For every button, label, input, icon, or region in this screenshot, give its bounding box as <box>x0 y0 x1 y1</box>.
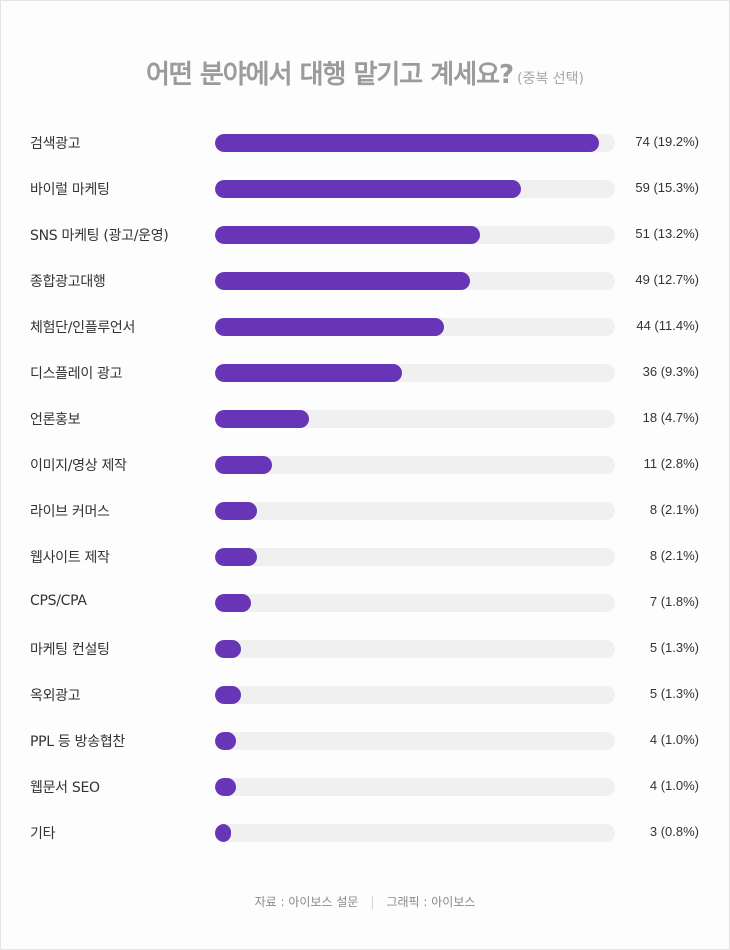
bar-track <box>215 778 615 796</box>
bar-track <box>215 318 615 336</box>
value-label: 7 (1.8%) <box>649 594 699 609</box>
category-label: 종합광고대행 <box>30 274 106 290</box>
bar <box>215 410 309 428</box>
chart-title: 어떤 분야에서 대행 맡기고 계세요? <box>145 60 514 90</box>
value-label: 4 (1.0%) <box>649 732 699 747</box>
bar-row: 디스플레이 광고 36 (9.3%) <box>0 362 730 384</box>
value-label: 49 (12.7%) <box>635 272 699 287</box>
category-label: 언론홍보 <box>30 412 81 428</box>
chart-subtitle: (중복 선택) <box>517 71 585 87</box>
bar <box>215 318 444 336</box>
value-label: 5 (1.3%) <box>649 686 699 701</box>
bar-row: 검색광고 74 (19.2%) <box>0 132 730 154</box>
bar <box>215 226 480 244</box>
bar-track <box>215 502 615 520</box>
category-label: CPS/CPA <box>30 593 87 609</box>
bar-track <box>215 226 615 244</box>
bar-row: 기타 3 (0.8%) <box>0 822 730 844</box>
bar <box>215 272 470 290</box>
bar-track <box>215 134 615 152</box>
bar-track <box>215 180 615 198</box>
bar <box>215 180 522 198</box>
value-label: 36 (9.3%) <box>642 364 699 379</box>
bar-row: 옥외광고 5 (1.3%) <box>0 684 730 706</box>
bar-row: PPL 등 방송협찬 4 (1.0%) <box>0 730 730 752</box>
bar <box>215 456 273 474</box>
category-label: 검색광고 <box>30 136 81 152</box>
bar-track <box>215 364 615 382</box>
bar <box>215 548 257 566</box>
category-label: 이미지/영상 제작 <box>30 458 127 474</box>
bar-row: 웹문서 SEO 4 (1.0%) <box>0 776 730 798</box>
chart-footer: 자료 : 아이보스 설문 | 그래픽 : 아이보스 <box>0 893 730 910</box>
bar <box>215 640 241 658</box>
category-label: 마케팅 컨설팅 <box>30 642 110 658</box>
category-label: 웹사이트 제작 <box>30 550 110 566</box>
bar-track <box>215 732 615 750</box>
value-label: 18 (4.7%) <box>642 410 699 425</box>
bar-row: 이미지/영상 제작 11 (2.8%) <box>0 454 730 476</box>
bar <box>215 778 236 796</box>
bar-row: CPS/CPA 7 (1.8%) <box>0 592 730 614</box>
category-label: 체험단/인플루언서 <box>30 320 136 336</box>
category-label: 라이브 커머스 <box>30 504 110 520</box>
bar-row: 웹사이트 제작 8 (2.1%) <box>0 546 730 568</box>
bar-track <box>215 686 615 704</box>
value-label: 8 (2.1%) <box>649 548 699 563</box>
value-label: 5 (1.3%) <box>649 640 699 655</box>
value-label: 11 (2.8%) <box>643 456 699 471</box>
value-label: 8 (2.1%) <box>649 502 699 517</box>
chart-title-block: 어떤 분야에서 대행 맡기고 계세요? (중복 선택) <box>0 54 730 91</box>
bar <box>215 824 231 842</box>
bar <box>215 732 236 750</box>
category-label: PPL 등 방송협찬 <box>30 734 125 750</box>
category-label: 옥외광고 <box>30 688 81 704</box>
graphic-credit: 그래픽 : 아이보스 <box>386 895 476 909</box>
bar-track <box>215 548 615 566</box>
value-label: 51 (13.2%) <box>635 226 699 241</box>
value-label: 44 (11.4%) <box>636 318 699 333</box>
category-label: SNS 마케팅 (광고/운영) <box>30 228 169 244</box>
value-label: 59 (15.3%) <box>635 180 699 195</box>
bar-row: 체험단/인플루언서 44 (11.4%) <box>0 316 730 338</box>
bar-track <box>215 410 615 428</box>
bar <box>215 686 241 704</box>
bar-track <box>215 456 615 474</box>
bar-row: 마케팅 컨설팅 5 (1.3%) <box>0 638 730 660</box>
bar-row: 바이럴 마케팅 59 (15.3%) <box>0 178 730 200</box>
bar-row: 언론홍보 18 (4.7%) <box>0 408 730 430</box>
value-label: 74 (19.2%) <box>635 134 699 149</box>
category-label: 웹문서 SEO <box>30 780 100 796</box>
bar <box>215 364 402 382</box>
bar-track <box>215 594 615 612</box>
bar-row: 종합광고대행 49 (12.7%) <box>0 270 730 292</box>
category-label: 기타 <box>30 826 56 842</box>
bar-row: SNS 마케팅 (광고/운영) 51 (13.2%) <box>0 224 730 246</box>
category-label: 바이럴 마케팅 <box>30 182 110 198</box>
bar <box>215 502 257 520</box>
bar-track <box>215 640 615 658</box>
category-label: 디스플레이 광고 <box>30 366 123 382</box>
source-credit: 자료 : 아이보스 설문 <box>254 895 359 909</box>
bar-row: 라이브 커머스 8 (2.1%) <box>0 500 730 522</box>
bar-track <box>215 824 615 842</box>
bar <box>215 594 252 612</box>
footer-separator: | <box>370 895 375 909</box>
bar-track <box>215 272 615 290</box>
bar <box>215 134 600 152</box>
value-label: 3 (0.8%) <box>649 824 699 839</box>
value-label: 4 (1.0%) <box>649 778 699 793</box>
